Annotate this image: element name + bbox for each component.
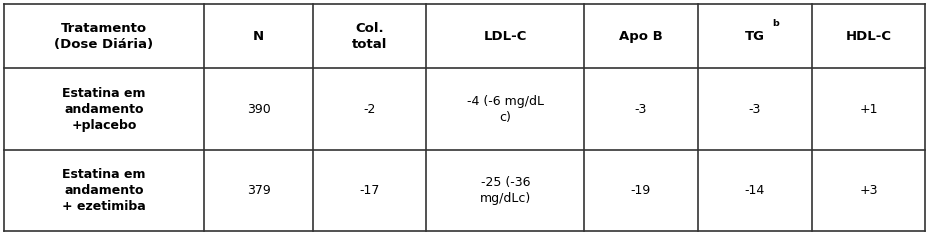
- Text: N: N: [252, 30, 264, 43]
- Text: Estatina em
andamento
+ ezetimiba: Estatina em andamento + ezetimiba: [62, 168, 146, 213]
- Text: -3: -3: [634, 103, 647, 116]
- Text: +1: +1: [858, 103, 877, 116]
- Text: Col.
total: Col. total: [352, 22, 387, 51]
- Text: Estatina em
andamento
+placebo: Estatina em andamento +placebo: [62, 87, 146, 132]
- Text: +3: +3: [858, 184, 877, 197]
- Text: -19: -19: [630, 184, 651, 197]
- Text: HDL-C: HDL-C: [844, 30, 891, 43]
- Text: -17: -17: [359, 184, 380, 197]
- Text: -14: -14: [743, 184, 764, 197]
- Text: TG: TG: [744, 30, 764, 43]
- Text: Tratamento
(Dose Diária): Tratamento (Dose Diária): [55, 22, 153, 51]
- Text: -4 (-6 mg/dL
c): -4 (-6 mg/dL c): [466, 95, 543, 124]
- Text: -25 (-36
mg/dLc): -25 (-36 mg/dLc): [479, 176, 530, 205]
- Text: LDL-C: LDL-C: [483, 30, 526, 43]
- Text: Apo B: Apo B: [618, 30, 663, 43]
- Text: -3: -3: [748, 103, 760, 116]
- Text: 379: 379: [246, 184, 270, 197]
- Text: b: b: [772, 19, 779, 27]
- Text: -2: -2: [363, 103, 375, 116]
- Text: 390: 390: [246, 103, 270, 116]
